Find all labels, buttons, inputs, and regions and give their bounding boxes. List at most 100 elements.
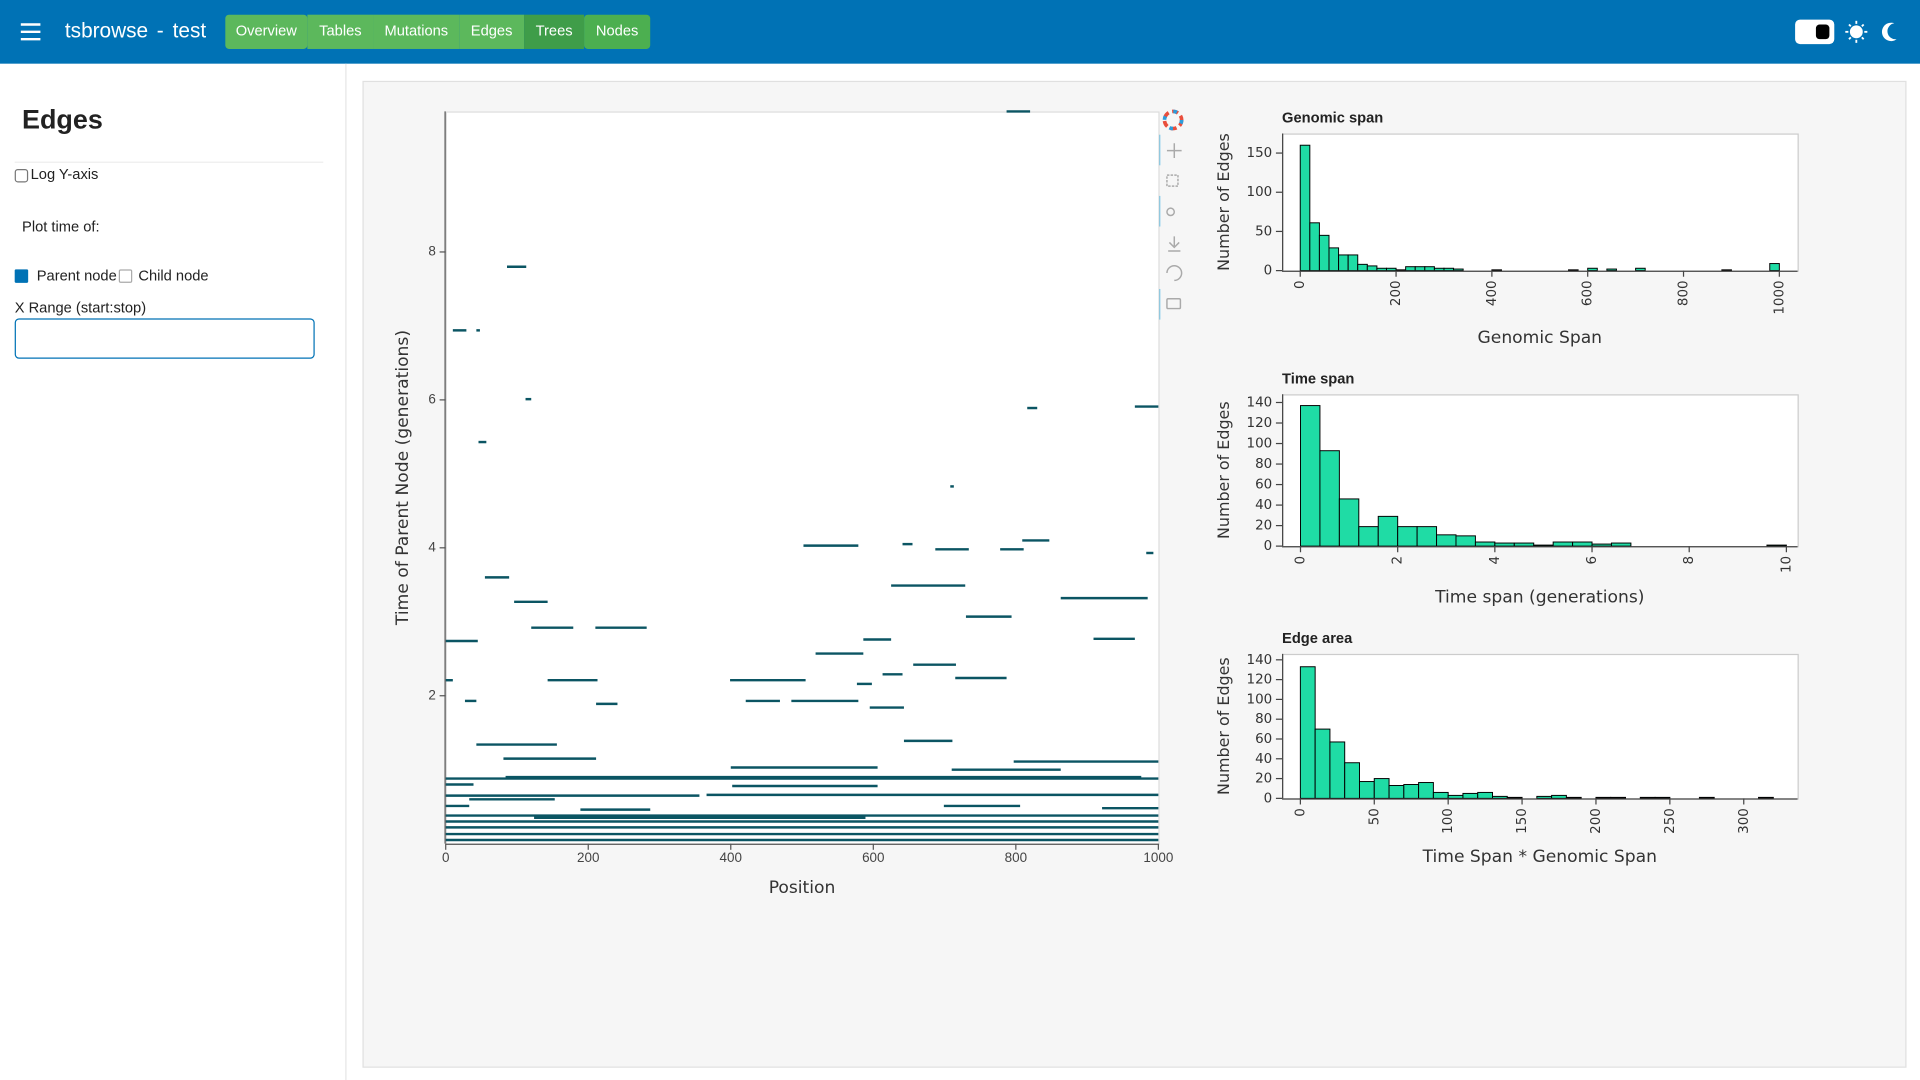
x-tick-label: 400 bbox=[1485, 280, 1500, 306]
app-title: tsbrowse bbox=[65, 19, 148, 42]
x-tick-label: 200 bbox=[1589, 808, 1604, 834]
nav-bar: Overview Tables Mutations Edges Trees Nodes bbox=[225, 14, 651, 49]
histogram-bar bbox=[1433, 267, 1445, 272]
y-tick-label: 100 bbox=[1247, 437, 1273, 452]
histogram-bar bbox=[1769, 263, 1780, 272]
histogram-bar bbox=[1377, 515, 1399, 547]
y-tick-label: 0 bbox=[1264, 539, 1273, 554]
toggle-knob bbox=[1815, 24, 1830, 40]
histogram-bar bbox=[1474, 541, 1496, 547]
y-tick-label: 120 bbox=[1247, 416, 1273, 431]
reset-tool[interactable] bbox=[1166, 265, 1183, 282]
y-tick-label: 40 bbox=[1255, 498, 1272, 513]
y-tick-label: 4 bbox=[428, 539, 436, 554]
histogram-bar bbox=[1533, 544, 1554, 547]
histogram-bar bbox=[1766, 544, 1787, 547]
parent-node-option[interactable] bbox=[14, 269, 29, 283]
histogram-bar bbox=[1424, 266, 1435, 272]
histogram-bar bbox=[1329, 741, 1346, 799]
save-tool[interactable] bbox=[1168, 236, 1181, 252]
histogram-bar bbox=[1610, 542, 1632, 547]
histogram-bar bbox=[1357, 263, 1368, 272]
y-tick-label: 60 bbox=[1255, 478, 1272, 493]
sun-icon[interactable] bbox=[1845, 20, 1868, 43]
histogram-bar bbox=[1758, 796, 1774, 799]
nav-button[interactable] bbox=[307, 14, 374, 49]
histogram-bar bbox=[1506, 796, 1523, 799]
y-tick-label: 50 bbox=[1255, 224, 1272, 239]
y-tick-label: 80 bbox=[1255, 712, 1272, 727]
nav-button[interactable] bbox=[459, 14, 525, 49]
moon-icon[interactable] bbox=[1881, 22, 1897, 42]
histogram-bar bbox=[1453, 268, 1464, 272]
x-tick-label: 200 bbox=[577, 850, 599, 865]
histogram-bar bbox=[1347, 254, 1359, 272]
histogram-bar bbox=[1344, 762, 1360, 799]
x-tick-label: 50 bbox=[1367, 808, 1382, 825]
histogram-bar bbox=[1328, 247, 1340, 272]
histogram-bar bbox=[1565, 796, 1582, 799]
y-tick-label: 140 bbox=[1247, 653, 1273, 668]
histogram-bar bbox=[1319, 450, 1340, 547]
x-tick-label: 200 bbox=[1389, 280, 1404, 306]
chart-title: Genomic span bbox=[1282, 111, 1383, 127]
histogram-bar bbox=[1492, 795, 1508, 799]
log-y-checkbox[interactable] bbox=[14, 168, 29, 183]
x-tick-label: 0 bbox=[1294, 556, 1309, 565]
histogram-bar bbox=[1338, 498, 1360, 547]
option-label: Child node bbox=[138, 269, 208, 285]
histogram-bar bbox=[1494, 542, 1515, 547]
child-node-option[interactable] bbox=[118, 269, 133, 283]
histogram-bar bbox=[1373, 778, 1390, 799]
y-tick-label: 100 bbox=[1247, 185, 1273, 200]
histogram-bar bbox=[1491, 269, 1502, 272]
y-tick-label: 80 bbox=[1255, 457, 1272, 472]
y-tick-label: 8 bbox=[428, 244, 435, 259]
nav-label: Nodes bbox=[596, 24, 638, 40]
histogram-bar bbox=[1462, 792, 1479, 799]
chart-title: Time span bbox=[1282, 371, 1354, 387]
x-tick-label: 600 bbox=[1581, 280, 1596, 306]
dataset-name: test bbox=[173, 19, 207, 42]
wheel-zoom-tool[interactable] bbox=[1166, 207, 1176, 217]
histogram-bar bbox=[1443, 267, 1455, 272]
menu-button[interactable] bbox=[20, 23, 41, 41]
y-axis-label: Time of Parent Node (generations) bbox=[393, 330, 413, 626]
x-axis-label: Genomic Span bbox=[1478, 328, 1603, 348]
histogram-bar bbox=[1300, 405, 1321, 547]
hover-tool[interactable] bbox=[1166, 298, 1182, 310]
histogram-bar bbox=[1698, 796, 1715, 799]
histogram-bar bbox=[1358, 781, 1375, 799]
histogram-bar bbox=[1568, 269, 1579, 272]
box-zoom-tool[interactable] bbox=[1166, 174, 1179, 187]
x-tick-label: 600 bbox=[862, 850, 884, 865]
y-tick-label: 6 bbox=[428, 391, 435, 406]
histogram-bar bbox=[1376, 267, 1387, 272]
x-range-label: X Range (start:stop) bbox=[15, 300, 146, 316]
pan-tool[interactable] bbox=[1166, 143, 1182, 158]
y-tick-label: 2 bbox=[428, 687, 435, 702]
x-tick-label: 400 bbox=[720, 850, 742, 865]
histogram-bar bbox=[1477, 791, 1493, 799]
x-tick-label: 800 bbox=[1005, 850, 1027, 865]
histogram-bar bbox=[1455, 535, 1476, 547]
nav-button[interactable] bbox=[524, 14, 585, 49]
y-tick-label: 120 bbox=[1247, 673, 1273, 688]
histogram-bar bbox=[1654, 796, 1671, 799]
histogram-bar bbox=[1358, 526, 1379, 547]
x-tick-label: 0 bbox=[1293, 280, 1308, 289]
histogram-bar bbox=[1635, 267, 1646, 272]
histogram-bar bbox=[1595, 796, 1612, 799]
histogram-bar bbox=[1416, 526, 1438, 547]
x-range-input[interactable] bbox=[14, 318, 315, 359]
histogram-bar bbox=[1587, 267, 1598, 272]
histogram-bar bbox=[1572, 541, 1593, 547]
nav-button[interactable] bbox=[584, 14, 651, 49]
nav-button[interactable] bbox=[373, 14, 460, 49]
histogram-bar bbox=[1388, 785, 1405, 799]
x-axis-label: Time Span * Genomic Span bbox=[1422, 847, 1657, 867]
nav-button[interactable] bbox=[225, 14, 308, 49]
y-tick-label: 100 bbox=[1247, 692, 1273, 707]
plot-area bbox=[1282, 133, 1799, 272]
